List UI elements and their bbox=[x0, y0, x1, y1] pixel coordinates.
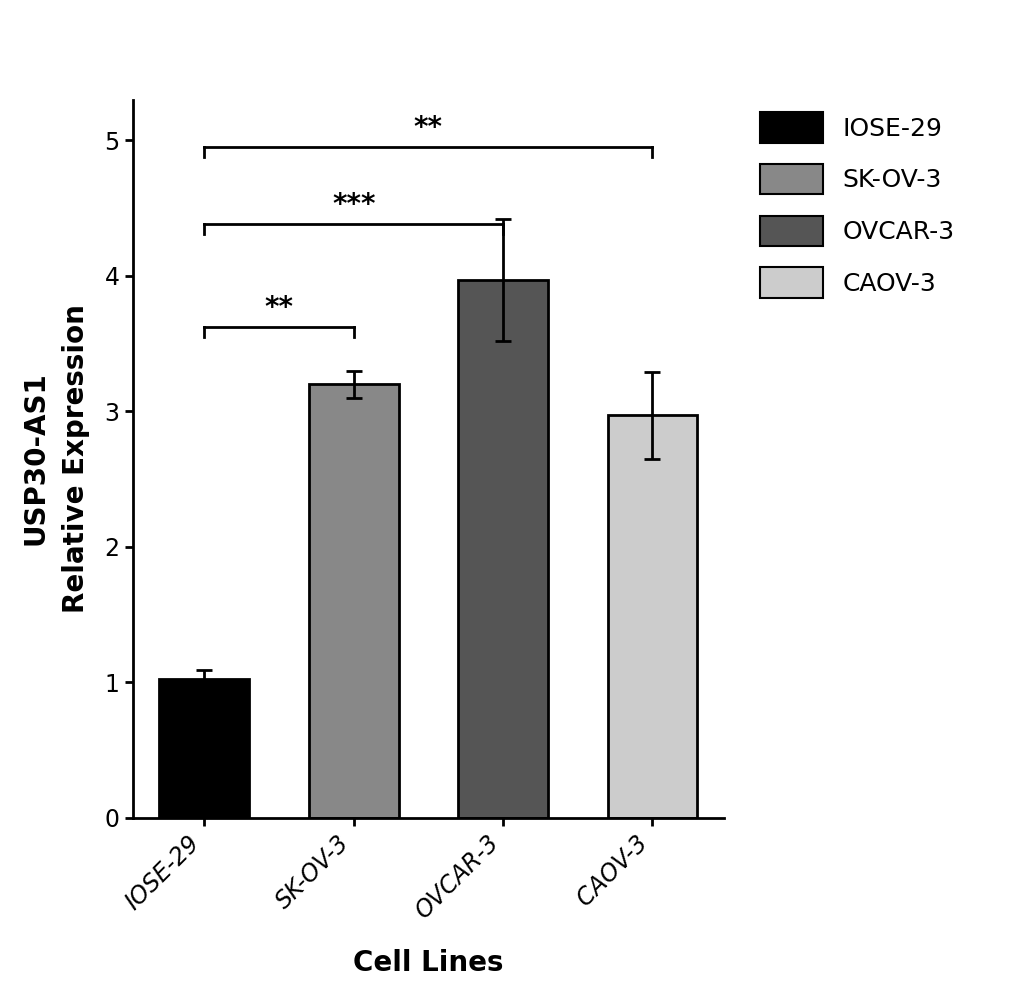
Bar bbox=[159, 679, 249, 818]
Bar bbox=[309, 384, 398, 818]
Legend: IOSE-29, SK-OV-3, OVCAR-3, CAOV-3: IOSE-29, SK-OV-3, OVCAR-3, CAOV-3 bbox=[759, 113, 954, 298]
Text: **: ** bbox=[414, 114, 442, 142]
Text: ***: *** bbox=[331, 190, 375, 219]
X-axis label: Cell Lines: Cell Lines bbox=[353, 948, 503, 976]
Y-axis label: USP30-AS1
Relative Expression: USP30-AS1 Relative Expression bbox=[21, 304, 90, 613]
Bar bbox=[458, 280, 547, 818]
Text: **: ** bbox=[264, 294, 293, 322]
Bar bbox=[607, 416, 697, 818]
